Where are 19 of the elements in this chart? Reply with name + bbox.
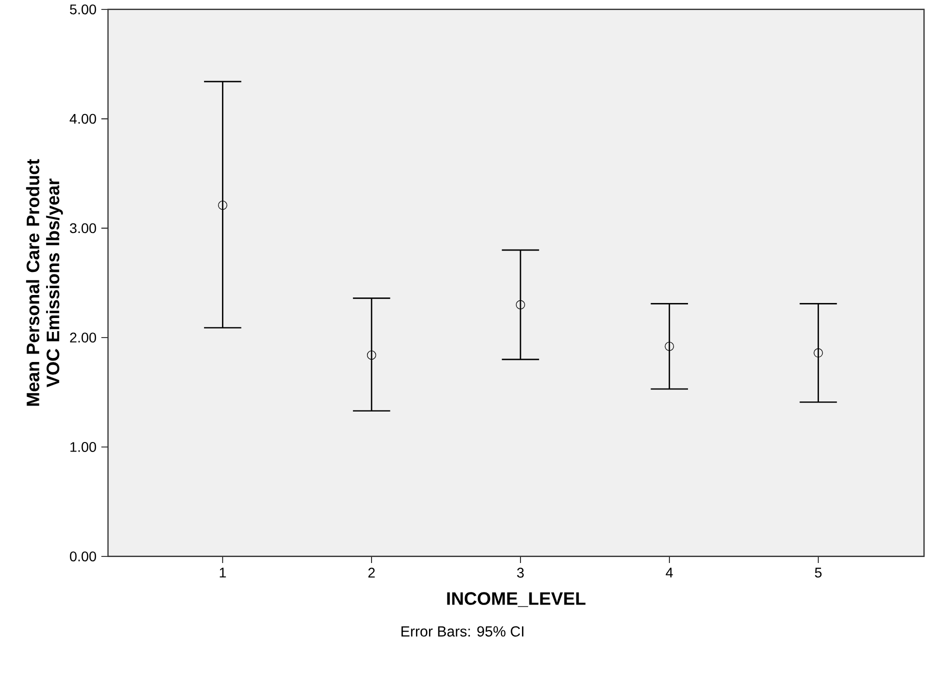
y-tick-label: 4.00: [70, 114, 96, 124]
point: [218, 200, 228, 210]
y-tick-label: 3.00: [70, 223, 96, 233]
x-tick-label: 2: [368, 568, 375, 578]
point: [814, 348, 823, 358]
x-tick-label: 1: [220, 568, 226, 578]
y-tick-label: 1.00: [70, 442, 96, 452]
point: [516, 300, 526, 310]
x-tick-label: 5: [814, 568, 822, 578]
point: [664, 342, 674, 351]
text: Error Bars: 95% CI: [402, 626, 524, 636]
y-tick-label: 0.00: [70, 551, 96, 562]
y-tick-label: 5.00: [70, 4, 96, 14]
y-axis-title: Mean Personal Care Product VOC Emissions lbs/year: [26, 158, 63, 406]
x-tick-label: 3: [517, 568, 524, 578]
x-axis-title: INCOME_LEVEL: [447, 592, 586, 607]
x-tick-label: 4: [666, 568, 673, 578]
y-tick-label: 2.00: [70, 332, 96, 342]
point: [366, 350, 376, 360]
